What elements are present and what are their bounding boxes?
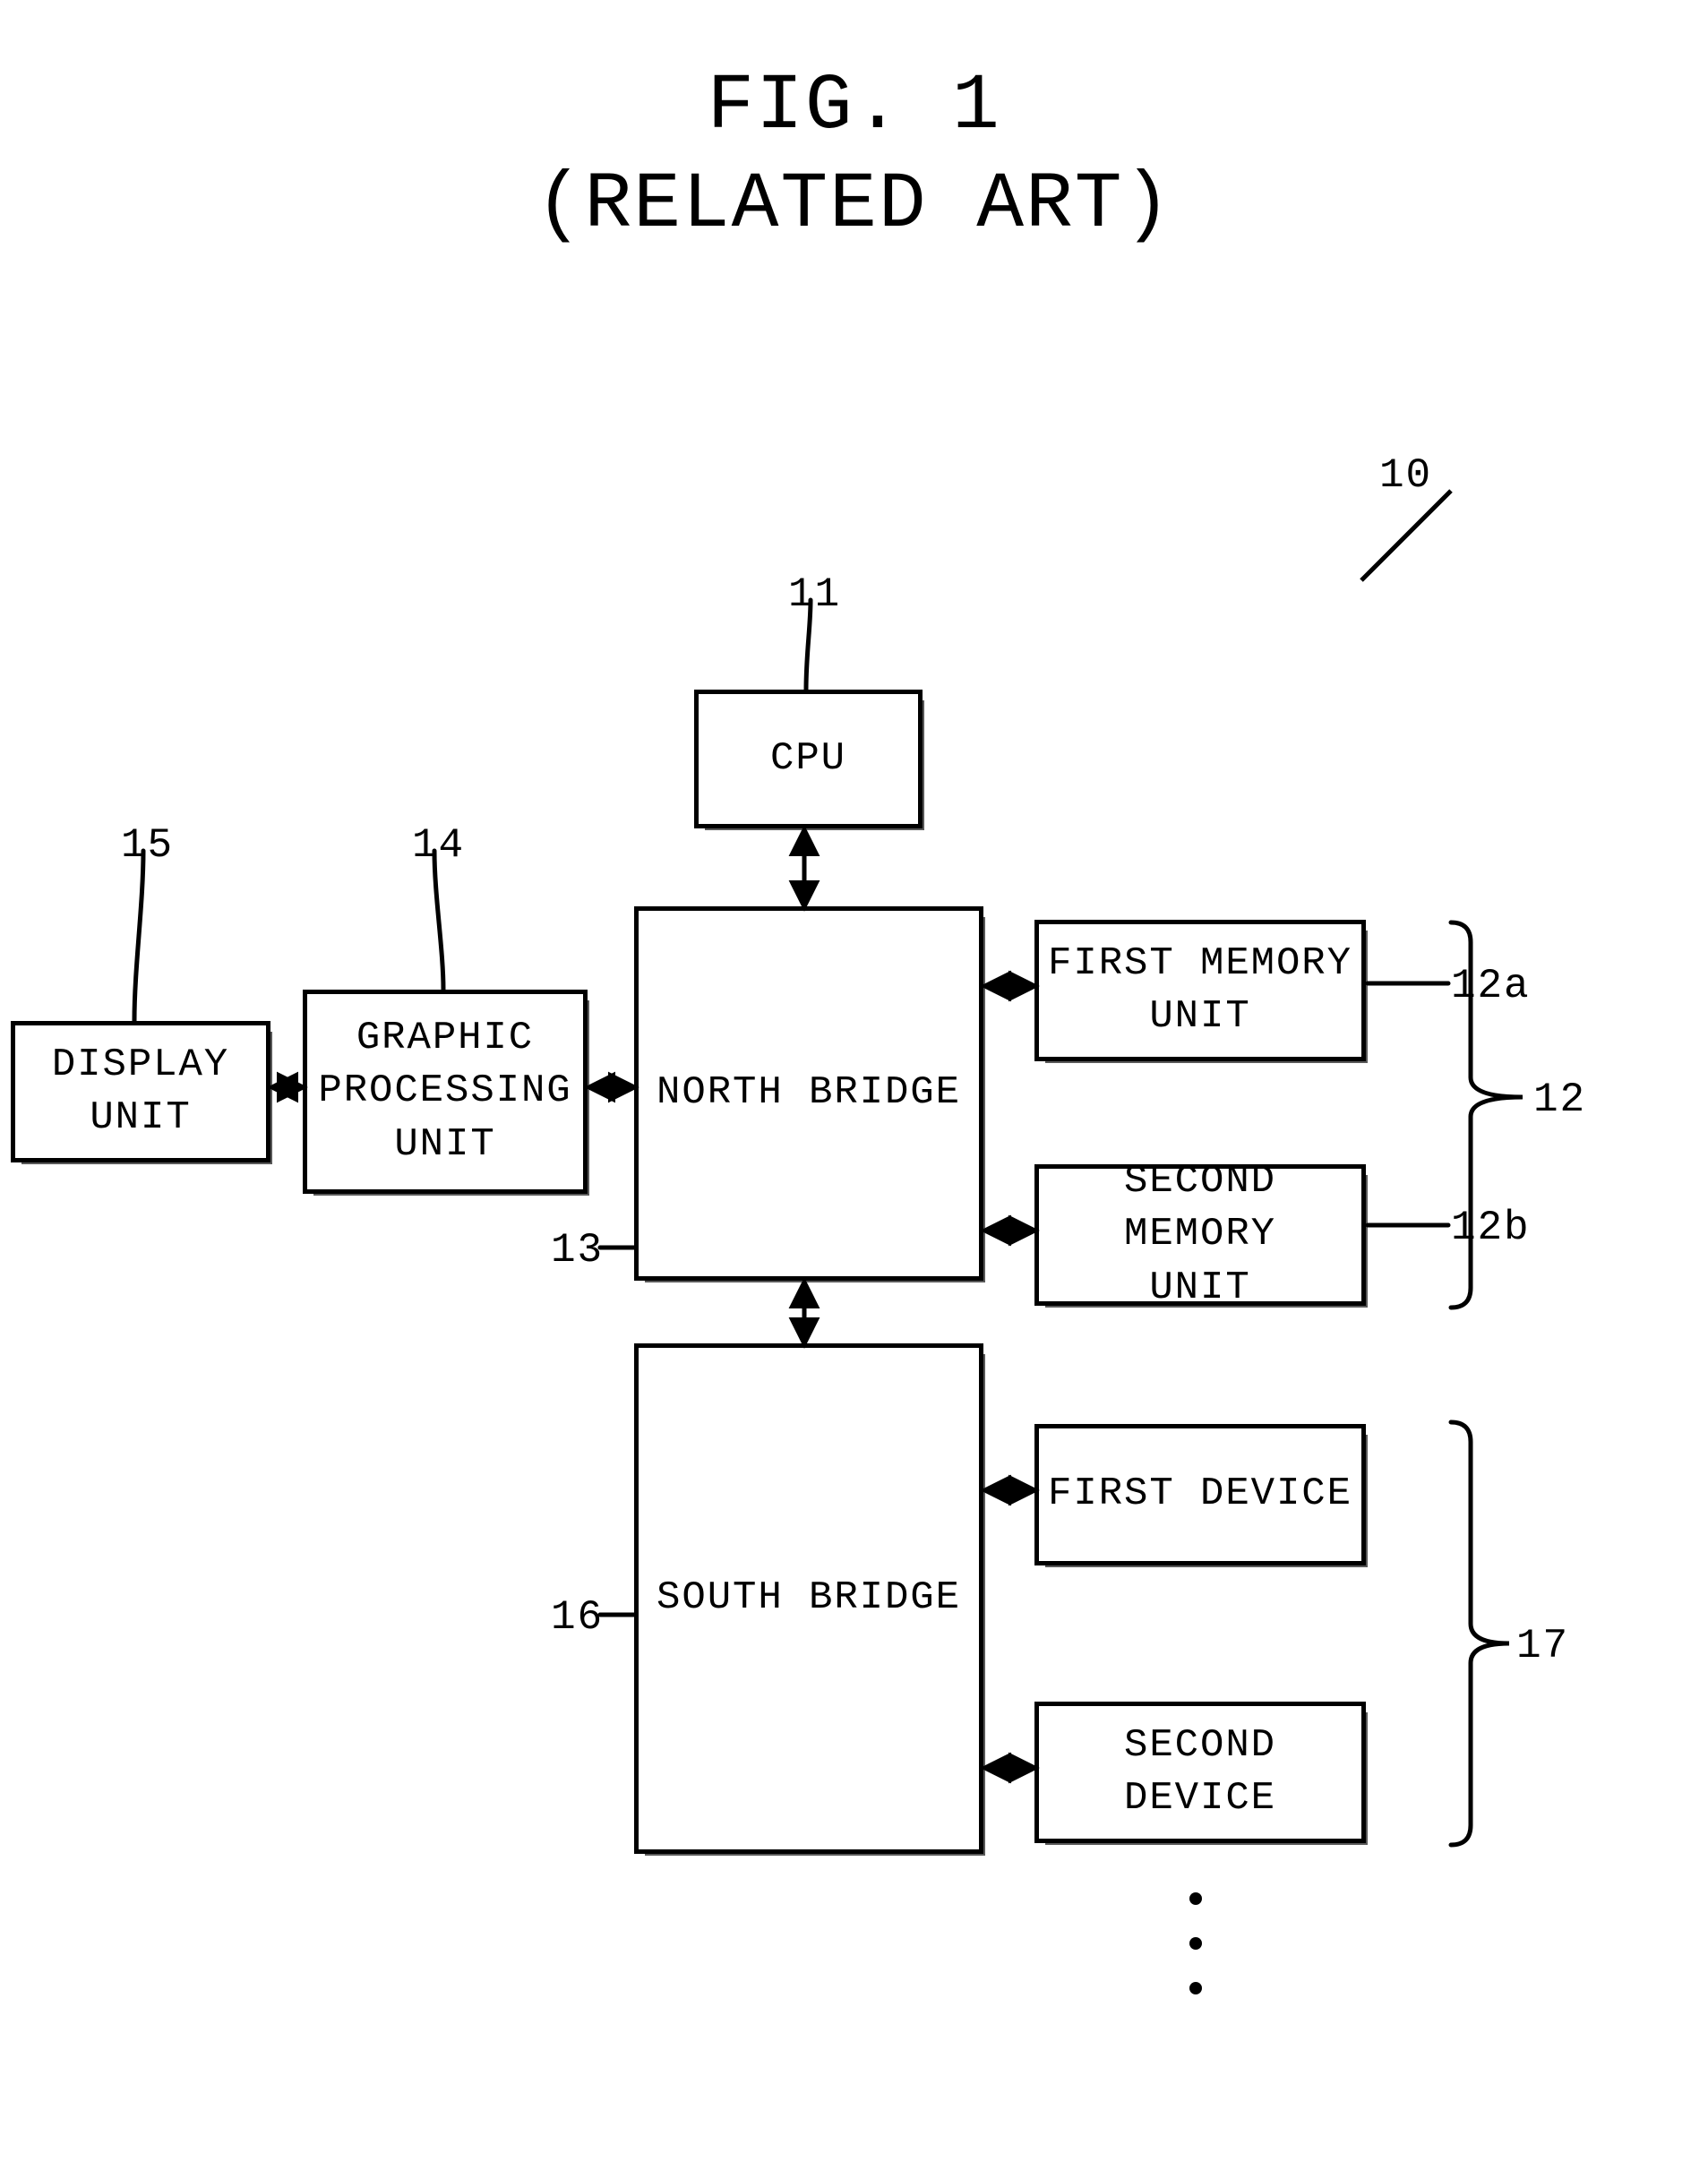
diagram-overlay [0,0,1708,2170]
